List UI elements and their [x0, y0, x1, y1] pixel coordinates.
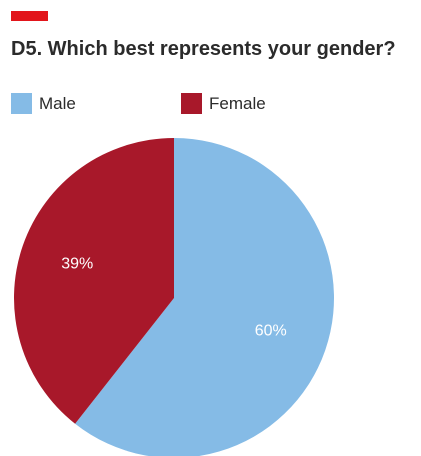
legend-label-female: Female [209, 93, 266, 113]
legend-item-female: Female [181, 93, 266, 114]
pie-slice-female [13, 138, 175, 424]
legend-swatch-male [11, 93, 32, 114]
legend-item-male: Male [11, 93, 76, 114]
pie-label-male: 60% [255, 323, 287, 340]
accent-bar [11, 11, 48, 21]
legend: Male Female [0, 93, 421, 117]
pie-slice-male [75, 138, 334, 456]
legend-swatch-female [181, 93, 202, 114]
chart-title: D5. Which best represents your gender? [11, 38, 396, 60]
pie-label-female: 39% [61, 256, 93, 273]
legend-label-male: Male [39, 93, 76, 113]
